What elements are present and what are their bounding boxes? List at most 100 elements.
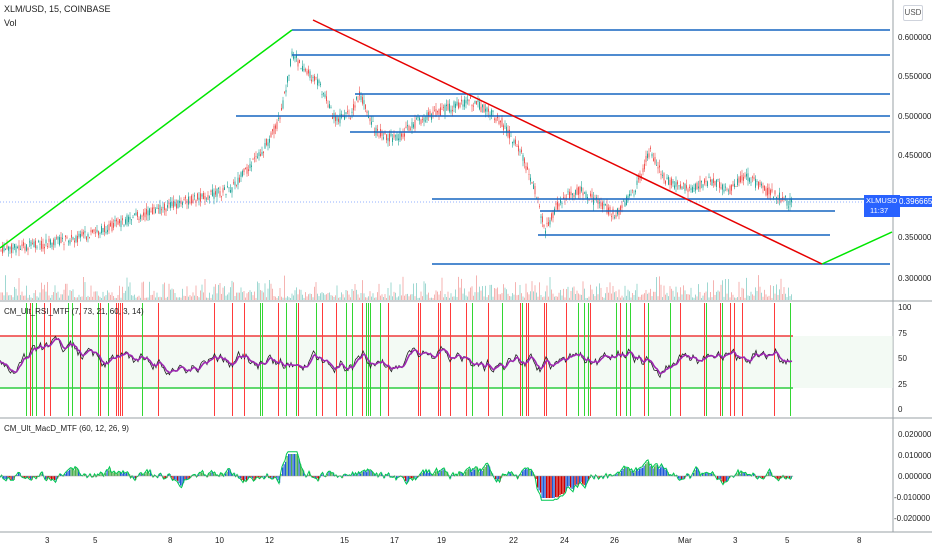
- candle-body: [611, 216, 612, 218]
- candle-body: [501, 118, 503, 127]
- volume-bar: [174, 292, 176, 300]
- volume-bar: [167, 296, 168, 300]
- candle-body: [504, 125, 506, 127]
- candle-body: [674, 185, 675, 189]
- candle-body: [251, 165, 252, 167]
- volume-bar: [563, 288, 564, 300]
- rsi-tick: 50: [898, 354, 907, 363]
- volume-bar: [576, 290, 578, 300]
- volume-bar: [213, 286, 215, 300]
- volume-bar: [3, 295, 5, 300]
- macd-bar: [123, 471, 125, 476]
- candle-body: [204, 196, 206, 200]
- volume-bar: [756, 290, 758, 300]
- volume-bar: [293, 295, 294, 300]
- candle-body: [149, 208, 150, 216]
- candle-body: [185, 196, 186, 199]
- candle-body: [288, 74, 290, 76]
- volume-bar: [716, 291, 717, 300]
- price-tick: 0.600000: [898, 33, 932, 42]
- macd-bar: [724, 476, 726, 482]
- volume-bar: [407, 293, 408, 300]
- candle-body: [77, 235, 78, 243]
- time-tick: 10: [215, 536, 224, 545]
- candle-body: [465, 100, 467, 104]
- macd-bar: [327, 473, 329, 476]
- volume-bar: [527, 292, 528, 300]
- candle-body: [335, 116, 336, 122]
- macd-bar: [523, 469, 525, 476]
- candle-body: [629, 194, 630, 197]
- candle-body: [764, 185, 765, 191]
- volume-bar: [515, 282, 516, 300]
- candle-body: [231, 187, 233, 193]
- candle-body: [560, 199, 561, 203]
- volume-bar: [444, 294, 446, 300]
- candle-body: [114, 220, 116, 222]
- candle-body: [152, 207, 153, 215]
- candle-body: [395, 135, 396, 137]
- price-tick: 0.300000: [898, 274, 932, 283]
- volume-bar: [435, 290, 437, 300]
- candle-body: [42, 243, 44, 250]
- rsi-tick: 25: [898, 380, 907, 389]
- macd-bar: [250, 476, 252, 478]
- volume-bar: [783, 287, 785, 300]
- macd-bar: [625, 467, 627, 476]
- macd-bar: [766, 474, 768, 476]
- macd-bar: [562, 476, 564, 495]
- volume-bar: [429, 297, 431, 300]
- candle-body: [630, 194, 632, 196]
- candle-body: [12, 247, 14, 250]
- macd-bar: [541, 476, 543, 498]
- volume-bar: [224, 286, 225, 300]
- candle-body: [681, 186, 683, 189]
- candle-body: [648, 153, 650, 158]
- volume-bar: [629, 291, 630, 300]
- candle-body: [624, 202, 626, 207]
- candle-body: [714, 181, 716, 186]
- currency-button[interactable]: USD: [903, 5, 923, 21]
- rsi-label: CM_Ult_RSI_MTF (7, 73, 21, 60, 3, 14): [4, 307, 144, 316]
- macd-bar: [556, 476, 558, 498]
- candle-body: [575, 189, 576, 195]
- volume-bar: [143, 281, 144, 300]
- candle-body: [552, 212, 554, 219]
- volume-bar: [336, 285, 338, 300]
- macd-bar: [112, 472, 114, 476]
- candle-body: [69, 240, 71, 244]
- macd-bar: [54, 476, 56, 481]
- rsi-signal-bar: [72, 303, 73, 416]
- macd-bar: [654, 466, 656, 476]
- volume-bar: [60, 294, 62, 300]
- volume-bar: [725, 279, 726, 300]
- candle-body: [242, 171, 243, 177]
- volume-bar: [327, 292, 329, 300]
- volume-bar: [314, 286, 315, 300]
- volume-bar: [728, 279, 729, 300]
- candle-body: [326, 96, 327, 102]
- macd-bar: [259, 476, 261, 479]
- candle-body: [161, 209, 162, 211]
- volume-bar: [441, 277, 443, 300]
- candle-body: [72, 237, 74, 240]
- candle-body: [705, 181, 707, 182]
- volume-bar: [600, 287, 602, 300]
- candle-body: [678, 185, 680, 187]
- macd-bar: [72, 468, 74, 476]
- volume-bar: [227, 294, 228, 300]
- candle-body: [347, 111, 348, 113]
- rsi-signal-bar: [370, 303, 371, 416]
- rsi-signal-bar: [616, 303, 617, 416]
- macd-bar: [165, 476, 167, 479]
- macd-bar: [474, 469, 476, 476]
- candle-body: [563, 197, 564, 199]
- candle-body: [756, 181, 758, 182]
- volume-bar: [372, 293, 374, 300]
- macd-bar: [745, 472, 747, 476]
- macd-bar: [538, 476, 540, 491]
- macd-bar: [25, 476, 27, 479]
- volume-bar: [536, 292, 537, 300]
- macd-bar: [357, 475, 359, 476]
